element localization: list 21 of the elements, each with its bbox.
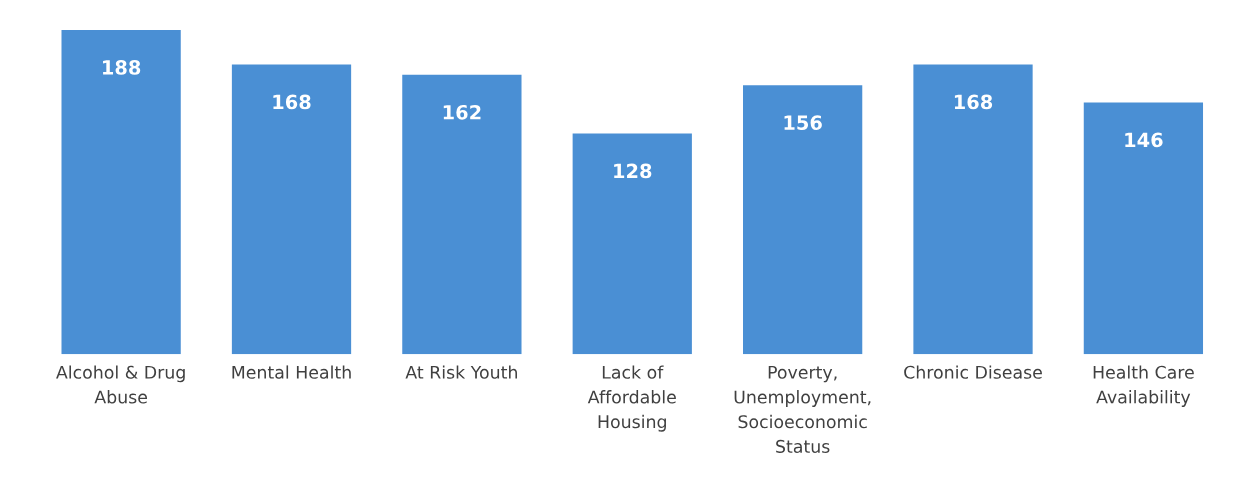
data-label: 162 (443, 104, 481, 120)
bar (913, 64, 1033, 355)
bar (402, 74, 522, 355)
x-tick-label: Lack of Affordable Housing (587, 365, 676, 432)
x-tick-label: Health Care Availability (1093, 365, 1194, 407)
bar (572, 133, 692, 355)
bar (743, 85, 863, 355)
bar (61, 29, 181, 355)
x-tick-label: Mental Health (232, 365, 351, 379)
data-label: 168 (954, 94, 993, 110)
bar (231, 64, 352, 355)
x-tick-label: Alcohol & Drug Abuse (56, 365, 185, 404)
data-label: 188 (103, 60, 141, 75)
data-label: 156 (784, 115, 822, 130)
x-tick-label: Poverty, Unemployment, Socioeconomic Status (734, 365, 871, 453)
x-tick-label: Chronic Disease (904, 365, 1042, 379)
bar (1083, 102, 1204, 355)
x-tick-label: At Risk Youth (405, 365, 517, 379)
data-label: 146 (1125, 132, 1163, 148)
data-label: 168 (273, 94, 311, 110)
data-label: 128 (614, 163, 652, 179)
